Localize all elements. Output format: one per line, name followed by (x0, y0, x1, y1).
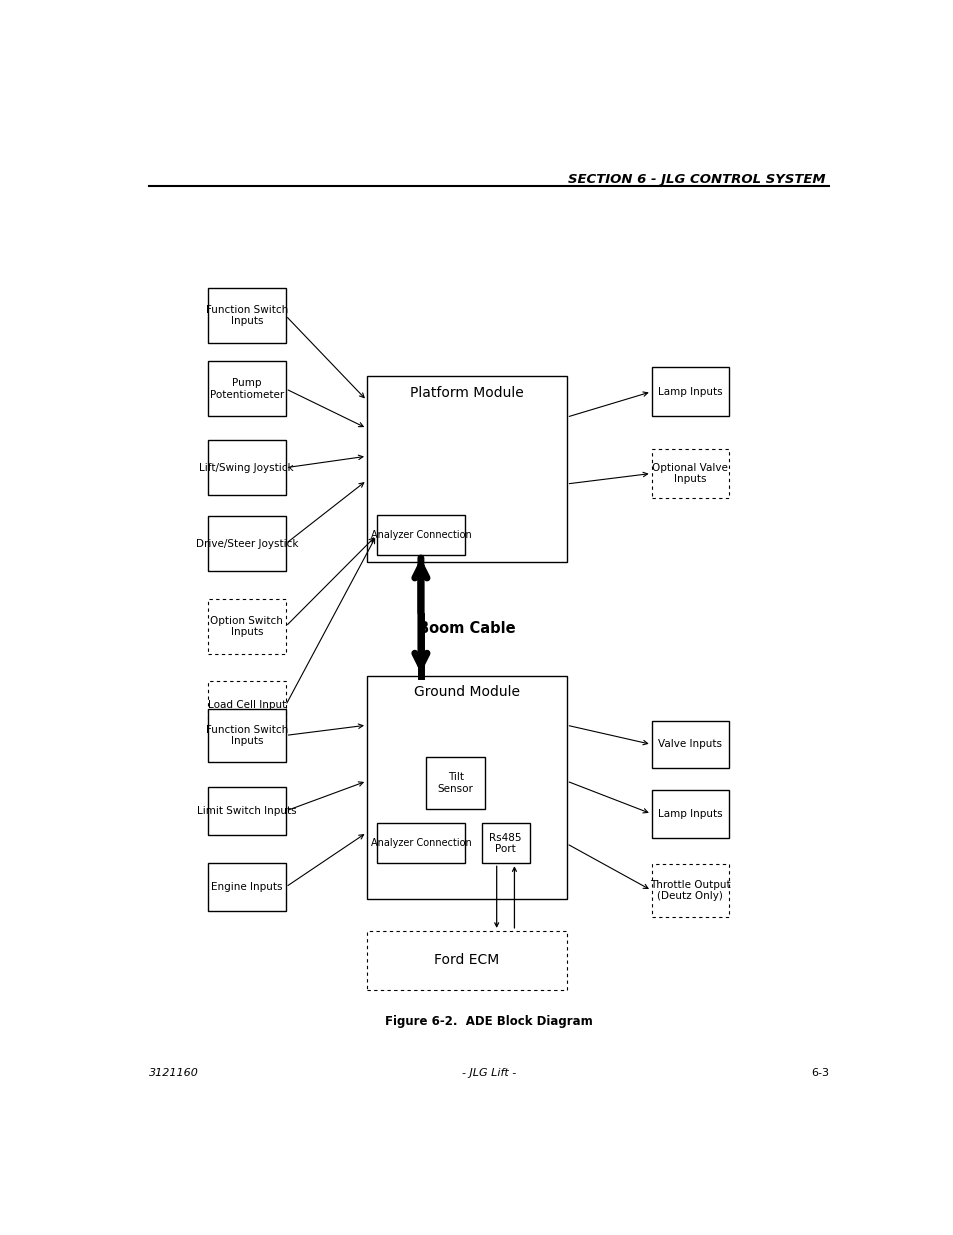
Text: Limit Switch Inputs: Limit Switch Inputs (196, 806, 296, 816)
Bar (208, 288, 285, 343)
Bar (426, 757, 485, 809)
Text: Ford ECM: Ford ECM (434, 953, 498, 967)
Text: Platform Module: Platform Module (410, 385, 523, 400)
Text: Lamp Inputs: Lamp Inputs (658, 809, 722, 819)
Bar (481, 824, 529, 863)
Text: 3121160: 3121160 (149, 1068, 198, 1078)
Bar (208, 440, 285, 495)
Bar (367, 676, 566, 899)
Text: Valve Inputs: Valve Inputs (658, 740, 721, 750)
Text: 6-3: 6-3 (810, 1068, 828, 1078)
Bar (208, 863, 285, 911)
Bar (367, 931, 566, 989)
Bar (208, 599, 285, 655)
Text: Figure 6-2.  ADE Block Diagram: Figure 6-2. ADE Block Diagram (385, 1015, 592, 1028)
Text: Pump
Potentiometer: Pump Potentiometer (210, 378, 284, 400)
Text: Optional Valve
Inputs: Optional Valve Inputs (652, 463, 727, 484)
Text: Load Cell Input: Load Cell Input (208, 700, 286, 710)
Bar (651, 721, 728, 768)
Text: - JLG Lift -: - JLG Lift - (461, 1068, 516, 1078)
Bar (376, 515, 465, 556)
Text: Throttle Output
(Deutz Only): Throttle Output (Deutz Only) (649, 879, 730, 902)
Bar (208, 787, 285, 835)
Text: Boom Cable: Boom Cable (417, 621, 515, 636)
Bar (651, 790, 728, 837)
Bar (208, 709, 285, 762)
Text: Function Switch
Inputs: Function Switch Inputs (206, 725, 288, 746)
Text: Analyzer Connection: Analyzer Connection (370, 530, 471, 540)
Text: Rs485
Port: Rs485 Port (489, 832, 521, 855)
Text: Ground Module: Ground Module (414, 685, 519, 699)
Text: Option Switch
Inputs: Option Switch Inputs (210, 616, 283, 637)
Text: Lamp Inputs: Lamp Inputs (658, 387, 722, 396)
Text: Tilt
Sensor: Tilt Sensor (437, 772, 473, 794)
Bar (651, 367, 728, 416)
Bar (208, 516, 285, 572)
Bar (367, 377, 566, 562)
Bar (376, 824, 465, 863)
Text: Function Switch
Inputs: Function Switch Inputs (206, 305, 288, 326)
Bar (651, 864, 728, 916)
Text: SECTION 6 - JLG CONTROL SYSTEM: SECTION 6 - JLG CONTROL SYSTEM (567, 173, 824, 186)
Text: Drive/Steer Joystick: Drive/Steer Joystick (195, 538, 297, 548)
Text: Engine Inputs: Engine Inputs (211, 882, 282, 892)
Text: Lift/Swing Joystick: Lift/Swing Joystick (199, 463, 294, 473)
Text: Analyzer Connection: Analyzer Connection (370, 839, 471, 848)
Bar (208, 680, 285, 730)
Bar (651, 448, 728, 498)
Bar (208, 361, 285, 416)
